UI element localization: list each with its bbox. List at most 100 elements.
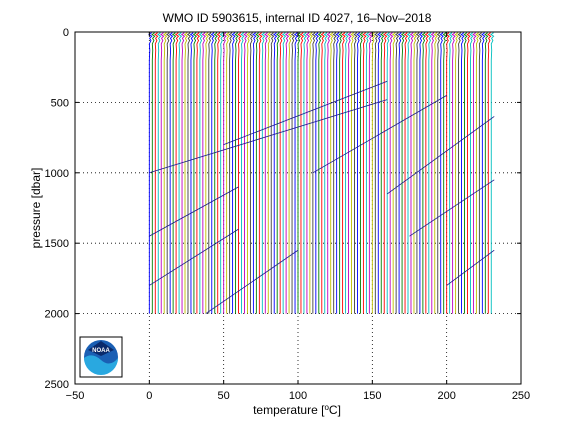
profile-line [433,31,438,314]
profile-line [264,31,269,314]
profile-line [314,31,319,314]
y-tick-label: 1500 [45,238,69,250]
profile-line [207,31,212,314]
profile-line [424,31,429,314]
profile-line [365,31,370,314]
profile-line [460,31,465,314]
profile-line [332,31,337,314]
profile-line [305,31,311,314]
profile-line [445,31,450,314]
profile-line [397,31,403,314]
profile-line [317,31,322,314]
profile-line [335,31,340,314]
profile-line [457,31,462,314]
profile-line [400,31,406,314]
profile-line [451,31,456,314]
profile-line [380,31,385,314]
profile-line [362,31,367,314]
profile-line [273,31,278,314]
profile-line [204,31,209,314]
profile-line [258,31,263,314]
x-tick-label: 100 [289,390,307,402]
profile-line [210,31,215,314]
profile-line [228,31,233,314]
profile-line [186,31,192,314]
profile-line [225,31,230,314]
annotation-line [446,249,495,286]
y-tick-label: 0 [63,27,69,39]
annotation-line [312,95,447,174]
profile-lines [148,31,495,314]
profile-line [463,31,468,314]
profile-line [383,31,388,314]
profile-line [216,31,221,314]
profile-line [166,31,171,314]
profile-line [213,31,218,314]
profile-line [442,31,447,314]
profile-line [201,31,206,314]
profile-line [302,31,308,314]
profile-line [344,31,349,314]
profile-line [484,31,489,314]
profile-line [192,31,198,314]
y-tick-label: 1000 [45,168,69,180]
y-tick-label: 500 [51,97,69,109]
profile-line [281,31,287,314]
profile-line [359,31,364,314]
profile-line [389,31,394,314]
profile-line [469,31,474,314]
annotation-line [149,186,239,237]
profile-line [436,31,441,314]
profile-line [386,31,391,314]
profile-line [237,31,242,314]
profile-line [439,31,444,314]
profile-line [222,31,227,314]
profile-line [406,31,412,314]
profile-line [231,31,236,314]
y-tick-label: 2500 [45,379,69,391]
profile-line [475,31,480,314]
annotation-lines [149,80,495,314]
profile-line [160,31,165,314]
profile-line [154,31,159,314]
profile-line [409,31,415,314]
annotation-line [223,80,388,146]
profile-line [394,31,400,314]
x-axis-ticks: −50 0 50 100 150 200 250 [66,32,530,402]
profile-line [403,31,409,314]
profile-line [234,31,239,314]
profile-line [290,31,296,314]
profile-line [252,31,257,314]
profile-line [320,31,325,314]
profile-line [148,31,153,314]
profile-line [392,31,397,314]
x-axis-label: temperature [oC] [253,403,341,418]
profile-line [180,31,186,314]
profile-line [323,31,328,314]
x-tick-label: 50 [218,390,230,402]
x-tick-label: 150 [363,390,381,402]
profile-line [421,31,426,314]
profile-line [353,31,358,314]
profile-line [415,31,421,314]
annotation-line [149,228,239,286]
profile-line [174,31,180,314]
profile-line [350,31,355,314]
profile-line [177,31,183,314]
profile-line [261,31,266,314]
profile-line [157,31,162,314]
annotation-line [205,249,299,314]
profile-line [478,31,483,314]
profile-line [293,31,299,314]
profile-line [249,31,254,314]
annotation-line [409,179,495,237]
y-axis-ticks: 0 500 1000 1500 2000 2500 [45,27,521,391]
profile-line [151,31,156,314]
profile-line [341,31,346,314]
profile-line [279,31,284,314]
profile-line [356,31,361,314]
profile-line [219,31,224,314]
profile-line [374,31,379,314]
annotation-line [149,99,388,174]
